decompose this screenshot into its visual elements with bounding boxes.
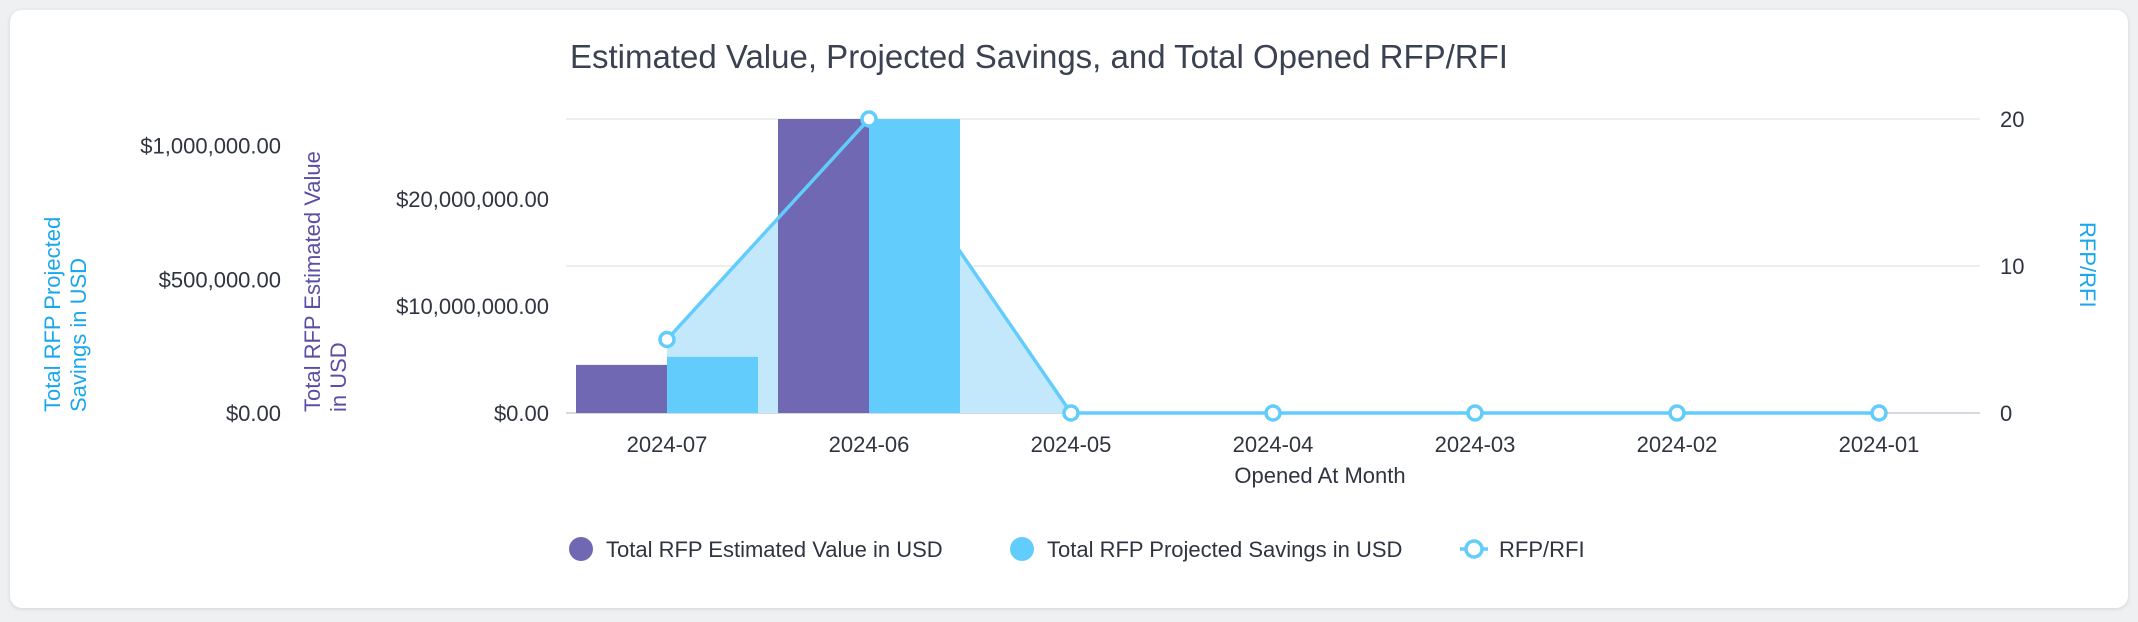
y-axis-savings-title-line1: Total RFP Projected: [40, 217, 65, 412]
bar-projected-savings[interactable]: [869, 119, 960, 413]
x-axis-ticks: 2024-07 2024-06 2024-05 2024-04 2024-03 2024-…: [627, 432, 1920, 457]
rfp-rfi-point[interactable]: [658, 330, 676, 349]
legend-item[interactable]: Total RFP Projected Savings in USD: [1010, 537, 1402, 562]
x-tick: 2024-07: [627, 432, 708, 457]
y-tick-count: 10: [2000, 254, 2024, 279]
legend: Total RFP Estimated Value in USD Total RF…: [569, 537, 1585, 562]
legend-item[interactable]: Total RFP Estimated Value in USD: [569, 537, 943, 562]
bar-estimated-value[interactable]: [576, 364, 667, 413]
y-axis-savings-title: Total RFP Projected Savings in USD: [40, 211, 91, 412]
y-axis-savings-ticks: $0.00 $500,000.00 $1,000,000.00: [140, 134, 281, 426]
y-tick-savings: $0.00: [226, 401, 281, 426]
y-axis-estimated-ticks: $0.00 $10,000,000.00 $20,000,000.00: [396, 187, 549, 426]
x-tick: 2024-02: [1637, 432, 1718, 457]
y-tick-count: 20: [2000, 107, 2024, 132]
chart-svg: Estimated Value, Projected Savings, and …: [40, 38, 2100, 562]
rfp-rfi-area-fill: [667, 119, 1879, 413]
bar-estimated-value[interactable]: [778, 119, 869, 413]
y-axis-count-title: RFP/RFI: [2075, 222, 2100, 308]
bar-projected-savings[interactable]: [667, 356, 758, 413]
y-tick-estimated: $0.00: [494, 401, 549, 426]
rfp-rfi-point[interactable]: [1264, 404, 1282, 422]
y-axis-estimated-title-line1: Total RFP Estimated Value: [300, 151, 325, 412]
legend-label: Total RFP Estimated Value in USD: [606, 537, 943, 562]
legend-item[interactable]: RFP/RFI: [1460, 537, 1585, 562]
x-tick: 2024-04: [1233, 432, 1314, 457]
chart-card: Estimated Value, Projected Savings, and …: [10, 10, 2128, 608]
y-tick-estimated: $20,000,000.00: [396, 187, 549, 212]
rfp-rfi-point[interactable]: [1668, 404, 1686, 422]
y-tick-savings: $500,000.00: [159, 267, 281, 292]
y-tick-estimated: $10,000,000.00: [396, 294, 549, 319]
y-tick-count: 0: [2000, 401, 2012, 426]
y-tick-savings: $1,000,000.00: [140, 134, 281, 159]
y-axis-estimated-title-line2: in USD: [326, 342, 351, 412]
rfp-rfi-points: [658, 110, 1888, 422]
y-axis-savings-title-line2: Savings in USD: [66, 258, 91, 412]
y-axis-estimated-title: Total RFP Estimated Value in USD: [300, 145, 351, 412]
x-axis-title: Opened At Month: [1234, 463, 1405, 488]
rfp-rfi-point[interactable]: [1466, 404, 1484, 422]
legend-marker: [1464, 539, 1484, 559]
x-tick: 2024-01: [1839, 432, 1920, 457]
legend-label: Total RFP Projected Savings in USD: [1047, 537, 1402, 562]
y-axis-count-ticks: 0 10 20: [2000, 107, 2024, 426]
bars: [576, 119, 960, 413]
rfp-rfi-point[interactable]: [1870, 404, 1888, 422]
rfp-rfi-point[interactable]: [1062, 404, 1080, 422]
rfp-rfi-area: [667, 119, 1879, 413]
x-tick: 2024-05: [1031, 432, 1112, 457]
x-tick: 2024-06: [829, 432, 910, 457]
legend-marker: [569, 537, 593, 561]
x-tick: 2024-03: [1435, 432, 1516, 457]
legend-label: RFP/RFI: [1499, 537, 1585, 562]
chart-title: Estimated Value, Projected Savings, and …: [570, 38, 1508, 75]
legend-marker: [1010, 537, 1034, 561]
rfp-rfi-point[interactable]: [860, 110, 878, 128]
